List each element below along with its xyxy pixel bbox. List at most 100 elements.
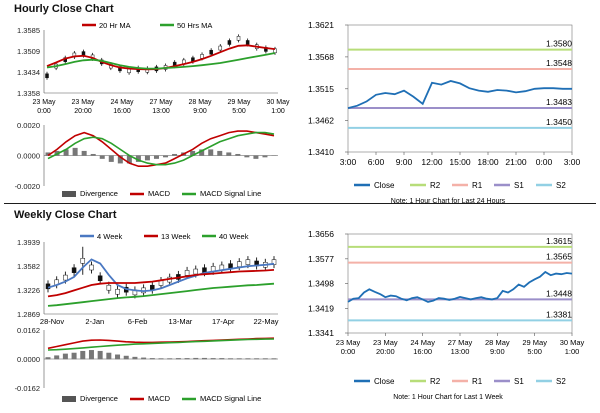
weekly-price-x-tick-label: 28-Nov: [40, 317, 64, 326]
weekly-price-y-tick-label: 1.3582: [17, 262, 40, 271]
hourly-price-y-tick-label: 1.3358: [17, 89, 40, 98]
weekly-pivot-x-tick-label: 13:00: [451, 347, 470, 356]
weekly-pivot-x-tick-label: 20:00: [376, 347, 395, 356]
hourly-pivot-level-r2-label: 1.3580: [546, 39, 572, 49]
weekly-pivot-plot-frame: [347, 233, 573, 334]
weekly-macd-y-tick-label: -0.0162: [15, 384, 40, 393]
hourly-price-x-tick-label: 9:00: [193, 108, 207, 115]
hourly-price-candle-body: [218, 45, 223, 51]
section-divider: [4, 203, 596, 204]
weekly-divergence-bar: [236, 358, 242, 360]
weekly-price-candle-body: [89, 264, 94, 271]
hourly-pivot-y-tick-label: 1.3410: [308, 147, 334, 157]
hourly-price-candle-body: [245, 40, 250, 45]
hourly-pivot-y-tick-label: 1.3621: [308, 20, 334, 30]
hourly-price-x-tick-label: 29 May: [228, 99, 251, 106]
weekly-price-x-tick-label: 2-Jan: [85, 317, 104, 326]
weekly-40-week-line: [47, 282, 275, 307]
weekly-divergence-bar: [71, 352, 77, 360]
weekly-legend-label-40-week: 40 Week: [219, 232, 249, 241]
weekly-pivot-x-tick-label: 5:00: [527, 347, 542, 356]
hourly-price-x-tick-label: 28 May: [189, 99, 212, 106]
weekly-divergence-bar: [149, 358, 155, 360]
weekly-divergence-bar: [262, 358, 268, 360]
weekly-pivot-y-tick-label: 1.3656: [308, 229, 334, 239]
weekly-legend-label-macd-signal: MACD Signal Line: [200, 394, 261, 403]
weekly-pivot-x-tick-label: 9:00: [490, 347, 505, 356]
weekly-pivot-x-tick-label: 29 May: [522, 338, 547, 347]
hourly-20-hr-ma-line: [46, 44, 276, 71]
weekly-price-candle-body: [71, 267, 77, 273]
weekly-pivot-legend-label-r1: R1: [472, 377, 483, 386]
hourly-pivot-note: Note: 1 Hour Chart for Last 24 Hours: [391, 198, 506, 205]
weekly-price-candle-body: [184, 270, 190, 276]
weekly-legend-label-macd: MACD: [148, 394, 171, 403]
hourly-pivot-y-tick-label: 1.3568: [308, 52, 334, 62]
weekly-legend-label-4-week: 4 Week: [97, 232, 123, 241]
hourly-pivot-legend-label-s1: S1: [514, 181, 524, 190]
hourly-pivot-x-tick-label: 9:00: [396, 157, 413, 167]
weekly-divergence-bar: [219, 358, 225, 360]
weekly-price-x-tick-label: 6-Feb: [128, 317, 148, 326]
weekly-pivot-level-s2-label: 1.3381: [546, 309, 572, 319]
weekly-pivot-level-s1-label: 1.3448: [546, 288, 572, 298]
hourly-pivot-level-s1-label: 1.3483: [546, 97, 572, 107]
hourly-pivot-close-line: [347, 80, 572, 109]
weekly-price-y-tick-label: 1.2869: [17, 310, 40, 319]
legend-label-divergence: Divergence: [80, 189, 118, 198]
hourly-price-x-tick-label: 16:00: [113, 108, 131, 115]
hourly-divergence-bar: [217, 150, 223, 156]
weekly-divergence-bar: [201, 357, 207, 360]
hourly-pivot-x-tick-label: 12:00: [421, 157, 443, 167]
weekly-divergence-bar: [210, 358, 216, 360]
weekly-divergence-bar: [45, 357, 51, 360]
hourly-50-hrs-ma-line: [46, 52, 276, 70]
hourly-price-x-tick-label: 1:00: [271, 108, 285, 115]
weekly-pivot-close-line: [347, 270, 573, 303]
weekly-price-candle-body: [97, 275, 103, 282]
hourly-divergence-bar: [244, 155, 250, 158]
weekly-divergence-bar: [88, 350, 94, 360]
hourly-divergence-bar: [190, 150, 196, 156]
weekly-divergence-bar: [123, 355, 129, 360]
weekly-price-candle-body: [193, 268, 199, 275]
hourly-divergence-bar: [81, 150, 87, 156]
weekly-price-candle-body: [106, 284, 112, 291]
hourly-pivot-y-tick-label: 1.3515: [308, 84, 334, 94]
weekly-price-candle-body: [63, 274, 68, 281]
hourly-price-x-tick-label: 23 May: [72, 99, 95, 106]
hourly-divergence-bar: [235, 153, 241, 156]
weekly-pivot-legend-label-s2: S2: [556, 377, 566, 386]
weekly-price-y-tick-label: 1.3226: [17, 286, 40, 295]
weekly-price-candle-body: [236, 261, 242, 267]
hourly-divergence-bar: [172, 153, 178, 156]
hourly-divergence-bar: [99, 155, 105, 159]
weekly-pivot-legend-label-close: Close: [374, 377, 395, 386]
hourly-divergence-bar: [117, 155, 123, 164]
weekly-price-candle-body: [80, 258, 86, 264]
weekly-pivot-x-tick-label: 28 May: [485, 338, 510, 347]
hourly-divergence-bar: [144, 155, 150, 161]
hourly-pivot-legend-label-r2: R2: [430, 181, 441, 190]
weekly-pivot-level-r1-label: 1.3565: [546, 252, 572, 262]
weekly-divergence-bar: [254, 358, 260, 360]
weekly-legend-label-divergence: Divergence: [80, 394, 118, 403]
weekly-divergence-bar: [158, 358, 164, 360]
weekly-divergence-bar: [80, 350, 86, 360]
hourly-pivot-legend-label-s2: S2: [556, 181, 566, 190]
weekly-pivot-y-tick-label: 1.3577: [308, 254, 334, 264]
weekly-legend-swatch-divergence: [62, 396, 76, 402]
hourly-price-x-tick-label: 5:00: [232, 108, 246, 115]
hourly-pivot-level-r1-label: 1.3548: [546, 58, 572, 68]
hourly-pivot-level-s2-label: 1.3450: [546, 117, 572, 127]
hourly-pivot-x-tick-label: 3:00: [564, 157, 581, 167]
weekly-pivot-note: Note: 1 Hour Chart for Last 1 Week: [393, 394, 503, 401]
weekly-13-week-line: [47, 269, 275, 298]
weekly-macd-y-tick-label: 0.0000: [17, 355, 40, 364]
hourly-price-x-tick-label: 30 May: [267, 99, 290, 106]
hourly-pivot-x-tick-label: 6:00: [368, 157, 385, 167]
weekly-price-y-tick-label: 1.3939: [17, 238, 40, 247]
hourly-divergence-bar: [163, 155, 169, 158]
weekly-divergence-bar: [54, 355, 60, 360]
